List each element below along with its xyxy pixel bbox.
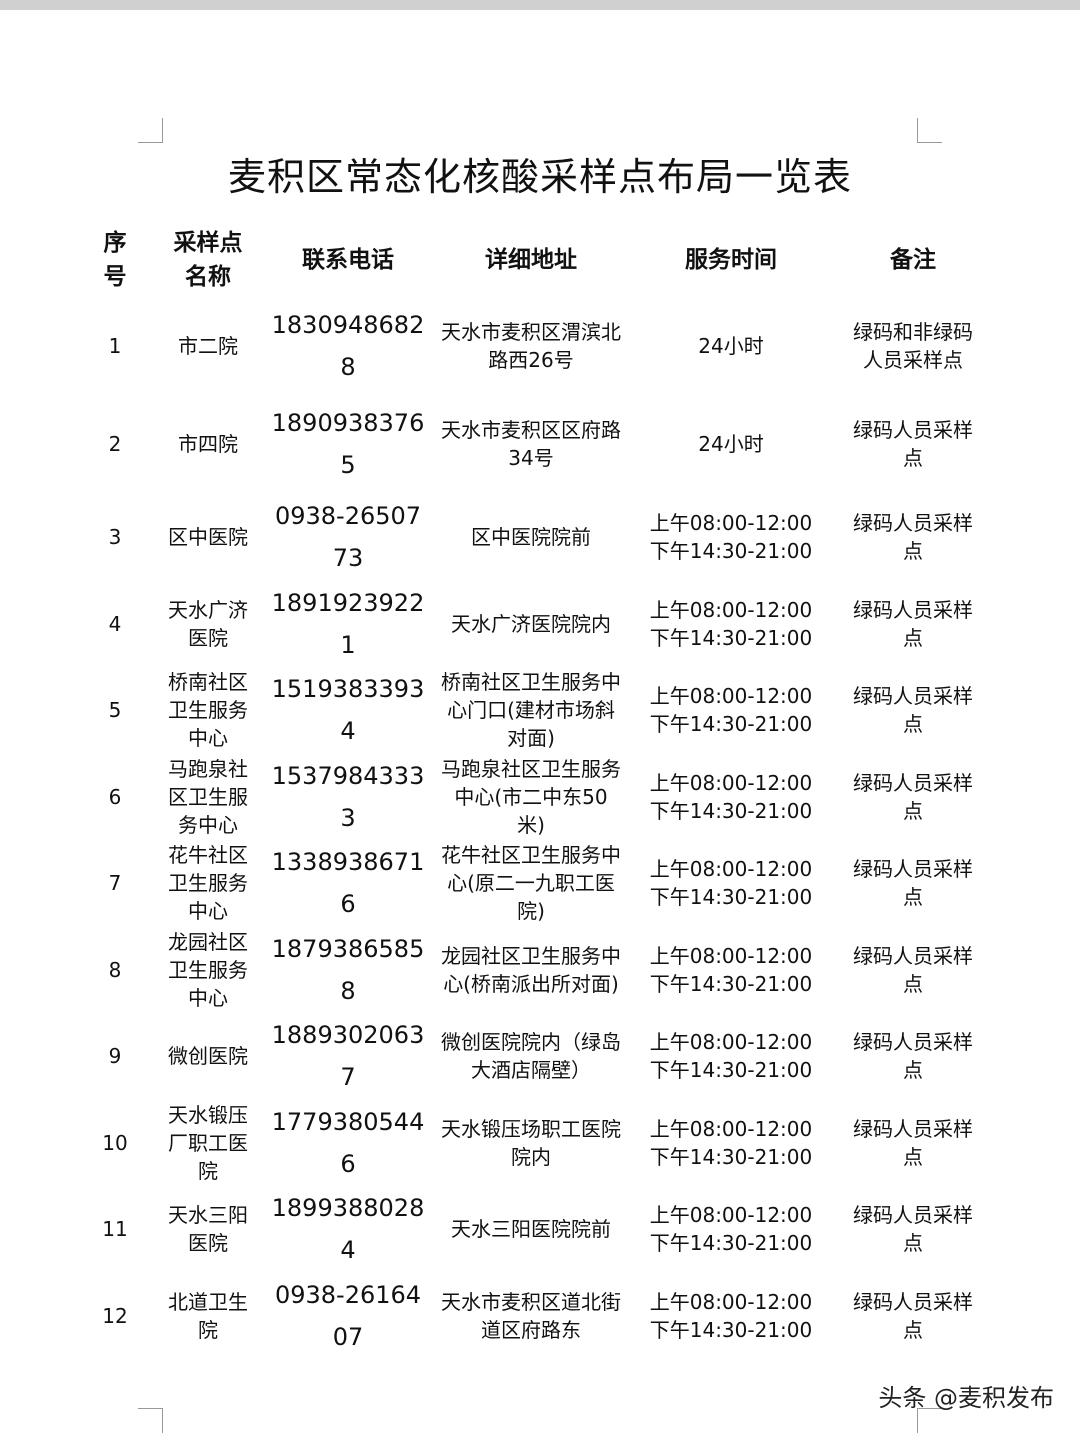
header-no: 序号 <box>103 230 127 290</box>
cell-time: 24小时 <box>698 334 764 358</box>
table-row: 12 北道卫生院 0938-2616407 天水市麦积区道北街道区府路东 上午08:00… <box>72 1273 988 1360</box>
cell-address: 天水市麦积区渭滨北路西26号 <box>441 320 621 372</box>
table-row: 6 马跑泉社区卫生服务中心 15379843333 马跑泉社区卫生服务中心(市二中东5… <box>72 754 988 841</box>
cell-time: 上午08:00-12:00 下午14:30-21:00 <box>649 1030 813 1083</box>
header-name: 采样点名称 <box>173 230 243 290</box>
cell-address: 天水广济医院院内 <box>451 611 611 636</box>
cell-time: 上午08:00-12:00 下午14:30-21:00 <box>649 770 813 823</box>
cell-time: 24小时 <box>698 432 764 456</box>
table-row: 9 微创医院 18893020637 微创医院院内（绿岛大酒店隔壁） 上午08:00-1… <box>72 1013 988 1100</box>
cell-time: 上午08:00-12:00 下午14:30-21:00 <box>649 511 813 564</box>
cell-name: 天水锻压厂职工医院 <box>168 1102 248 1183</box>
cell-name: 天水广济医院 <box>168 597 248 650</box>
cell-time: 上午08:00-12:00 下午14:30-21:00 <box>649 943 813 996</box>
table-row: 2 市四院 18909383765 天水市麦积区区府路34号 24小时 绿码人员采样点 <box>72 394 988 494</box>
cell-no: 4 <box>108 611 122 636</box>
cell-no: 1 <box>108 334 122 358</box>
cell-name: 区中医院 <box>168 525 248 550</box>
cell-note: 绿码人员采样点 <box>853 1116 973 1169</box>
page-corner-mark <box>138 118 163 143</box>
cell-note: 绿码人员采样点 <box>853 770 973 823</box>
cell-address: 天水三阳医院院前 <box>451 1217 611 1242</box>
cell-note: 绿码人员采样点 <box>853 1030 973 1083</box>
cell-no: 6 <box>108 784 122 809</box>
cell-no: 5 <box>108 698 122 723</box>
cell-address: 马跑泉社区卫生服务中心(市二中东50米) <box>441 756 621 837</box>
cell-name: 北道卫生院 <box>168 1289 248 1342</box>
header-address: 详细地址 <box>485 247 577 273</box>
cell-no: 7 <box>108 871 122 896</box>
cell-note: 绿码人员采样点 <box>853 1203 973 1256</box>
header-time: 服务时间 <box>685 247 777 273</box>
cell-name: 龙园社区卫生服务中心 <box>168 929 248 1010</box>
cell-note: 绿码人员采样点 <box>853 684 973 737</box>
cell-no: 10 <box>102 1130 128 1155</box>
cell-phone: 17793805446 <box>271 1107 425 1178</box>
table-row: 3 区中医院 0938-2650773 区中医院院前 上午08:00-12:00 下午1… <box>72 494 988 581</box>
cell-no: 12 <box>102 1303 128 1328</box>
cell-note: 绿码人员采样点 <box>853 418 973 470</box>
cell-address: 天水市麦积区道北街道区府路东 <box>441 1289 621 1342</box>
table-row: 4 天水广济医院 18919239221 天水广济医院院内 上午08:00-12:00 … <box>72 581 988 668</box>
table-row: 5 桥南社区卫生服务中心 15193833934 桥南社区卫生服务中心门口(建材市场斜… <box>72 667 988 754</box>
page-corner-mark <box>138 1408 163 1433</box>
cell-phone: 18909383765 <box>271 409 425 479</box>
cell-address: 天水锻压场职工医院院内 <box>441 1116 621 1169</box>
cell-time: 上午08:00-12:00 下午14:30-21:00 <box>649 1289 813 1342</box>
cell-name: 微创医院 <box>168 1044 248 1069</box>
table-row: 7 花牛社区卫生服务中心 13389386716 花牛社区卫生服务中心(原二一九职工医… <box>72 840 988 927</box>
cell-address: 龙园社区卫生服务中心(桥南派出所对面) <box>441 943 621 996</box>
table-row: 11 天水三阳医院 18993880284 天水三阳医院院前 上午08:00-12:00… <box>72 1186 988 1273</box>
cell-phone: 0938-2650773 <box>274 502 422 573</box>
cell-no: 3 <box>108 525 122 550</box>
cell-address: 区中医院院前 <box>471 525 591 550</box>
cell-name: 天水三阳医院 <box>168 1203 248 1256</box>
cell-name: 市四院 <box>178 432 238 456</box>
cell-phone: 0938-2616407 <box>274 1280 422 1351</box>
cell-time: 上午08:00-12:00 下午14:30-21:00 <box>649 1116 813 1169</box>
cell-no: 11 <box>102 1217 128 1242</box>
header-note: 备注 <box>890 247 936 273</box>
cell-phone: 18993880284 <box>271 1194 425 1265</box>
cell-note: 绿码人员采样点 <box>853 857 973 910</box>
cell-address: 微创医院院内（绿岛大酒店隔壁） <box>441 1030 621 1083</box>
cell-address: 花牛社区卫生服务中心(原二一九职工医院) <box>441 843 621 924</box>
cell-name: 桥南社区卫生服务中心 <box>168 670 248 751</box>
top-scroll-bar <box>0 0 1080 10</box>
cell-phone: 15379843333 <box>271 761 425 832</box>
cell-name: 市二院 <box>178 334 238 358</box>
page-corner-mark <box>917 118 942 143</box>
cell-time: 上午08:00-12:00 下午14:30-21:00 <box>649 684 813 737</box>
cell-phone: 18309486828 <box>271 311 425 381</box>
table-row: 8 龙园社区卫生服务中心 18793865858 龙园社区卫生服务中心(桥南派出所对面… <box>72 927 988 1014</box>
table-row: 10 天水锻压厂职工医院 17793805446 天水锻压场职工医院院内 上午08:00… <box>72 1100 988 1187</box>
cell-phone: 18793865858 <box>271 934 425 1005</box>
table-row: 1 市二院 18309486828 天水市麦积区渭滨北路西26号 24小时 绿码和非绿码人… <box>72 298 988 394</box>
cell-name: 马跑泉社区卫生服务中心 <box>168 756 248 837</box>
page-corner-mark <box>917 1408 942 1433</box>
page-title: 麦积区常态化核酸采样点布局一览表 <box>227 155 852 199</box>
cell-address: 桥南社区卫生服务中心门口(建材市场斜对面) <box>441 670 621 751</box>
cell-no: 8 <box>108 957 122 982</box>
cell-time: 上午08:00-12:00 下午14:30-21:00 <box>649 1203 813 1256</box>
cell-name: 花牛社区卫生服务中心 <box>168 843 248 924</box>
watermark-source: 头条 @麦积发布 <box>878 1384 1054 1412</box>
cell-phone: 18919239221 <box>271 588 425 659</box>
table-header-row: 序号 采样点名称 联系电话 详细地址 服务时间 备注 <box>72 222 988 298</box>
cell-address: 天水市麦积区区府路34号 <box>441 418 621 470</box>
cell-note: 绿码人员采样点 <box>853 597 973 650</box>
cell-note: 绿码和非绿码人员采样点 <box>853 320 973 372</box>
cell-no: 2 <box>108 432 122 456</box>
cell-note: 绿码人员采样点 <box>853 943 973 996</box>
cell-phone: 18893020637 <box>271 1021 425 1092</box>
cell-phone: 13389386716 <box>271 848 425 919</box>
cell-phone: 15193833934 <box>271 675 425 746</box>
sampling-sites-table: 序号 采样点名称 联系电话 详细地址 服务时间 备注 1 市二院 183094868… <box>72 222 988 1359</box>
cell-time: 上午08:00-12:00 下午14:30-21:00 <box>649 597 813 650</box>
cell-time: 上午08:00-12:00 下午14:30-21:00 <box>649 857 813 910</box>
cell-note: 绿码人员采样点 <box>853 1289 973 1342</box>
header-phone: 联系电话 <box>302 247 394 273</box>
cell-no: 9 <box>108 1044 122 1069</box>
cell-note: 绿码人员采样点 <box>853 511 973 564</box>
